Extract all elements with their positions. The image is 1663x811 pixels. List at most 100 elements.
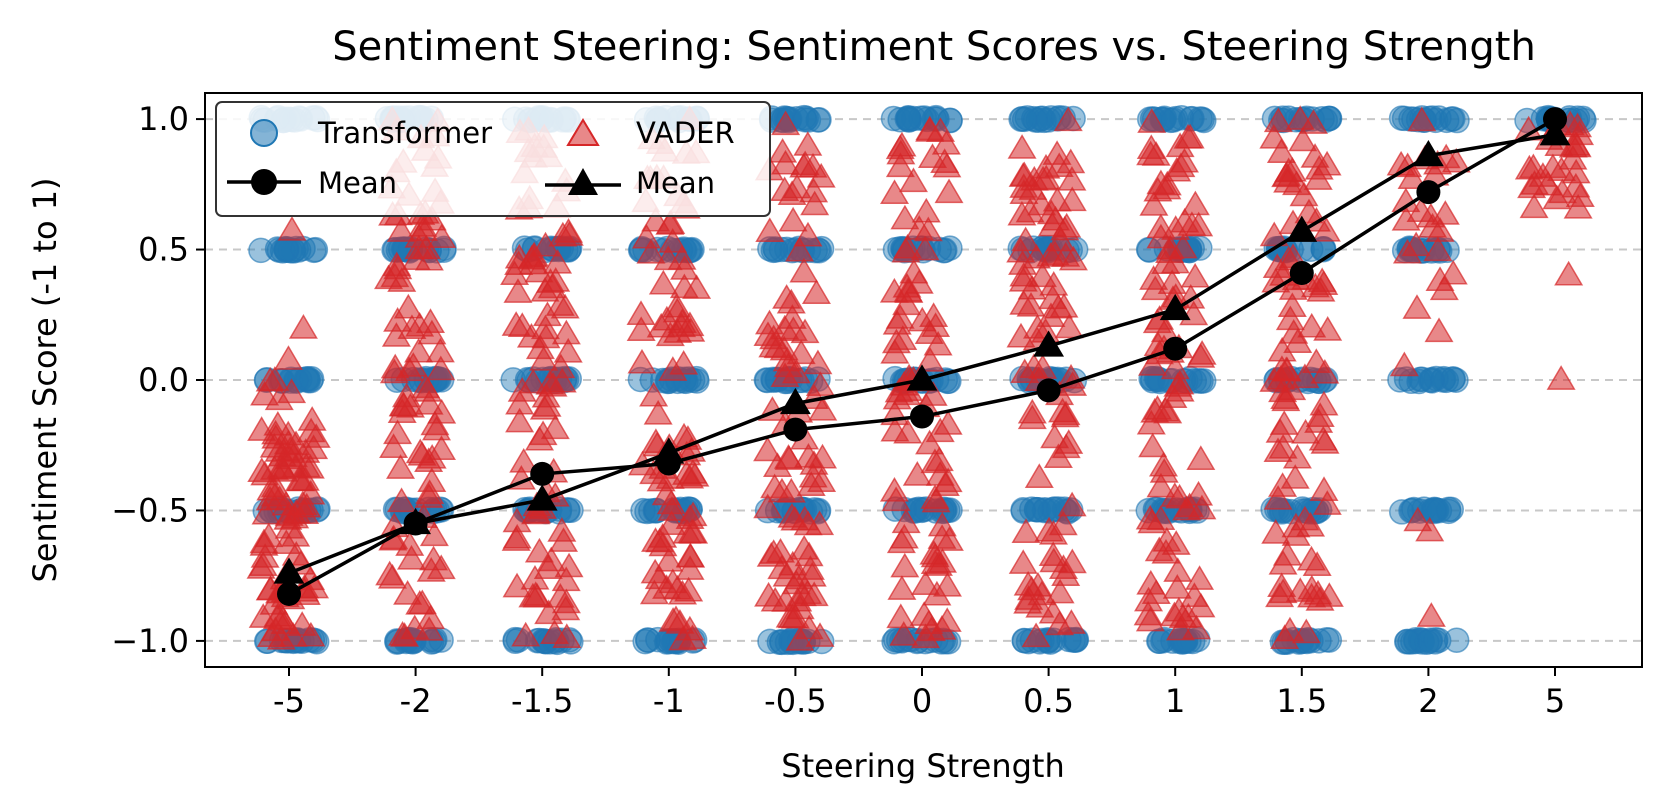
transformer-point bbox=[895, 105, 921, 131]
vader-point bbox=[1430, 200, 1460, 225]
vader-point bbox=[902, 460, 932, 486]
vader-point bbox=[656, 209, 686, 235]
mean-lines bbox=[273, 107, 1571, 606]
vader-point bbox=[765, 537, 795, 563]
vader-point bbox=[805, 622, 835, 647]
vader-point bbox=[784, 564, 814, 590]
vader-point bbox=[1040, 240, 1070, 266]
vader-point bbox=[1133, 600, 1163, 626]
vader-point bbox=[921, 312, 951, 337]
transformer-point bbox=[1160, 107, 1187, 133]
vader-point bbox=[1162, 574, 1192, 599]
vader-point bbox=[924, 446, 954, 472]
x-axis-ticks: -5 -2 -1.5 -1 -0.5 0 0.5 1 1.5 2 5 bbox=[273, 667, 1565, 720]
vader-point bbox=[535, 369, 565, 395]
vader-point bbox=[1139, 191, 1169, 216]
vader-point bbox=[677, 518, 707, 544]
vader-point bbox=[794, 541, 824, 567]
vader-point bbox=[511, 621, 541, 647]
vader-point bbox=[1263, 107, 1293, 133]
vader-point bbox=[291, 438, 321, 463]
vader-point bbox=[1152, 174, 1182, 200]
vader-point bbox=[1017, 274, 1047, 300]
vader-point bbox=[675, 555, 705, 580]
vader-point bbox=[922, 580, 952, 606]
vader-point bbox=[1389, 351, 1419, 377]
vader-point bbox=[648, 269, 678, 295]
vader-point bbox=[405, 589, 435, 615]
vader-point bbox=[415, 479, 445, 504]
vader-point bbox=[1139, 265, 1169, 290]
vader-point bbox=[277, 216, 307, 241]
vader-point bbox=[1403, 506, 1433, 532]
vader-point bbox=[407, 440, 437, 466]
x-tick-label: 5 bbox=[1545, 682, 1565, 720]
vader-point bbox=[1288, 126, 1318, 152]
legend-vader-label: VADER bbox=[636, 116, 735, 150]
legend-box bbox=[215, 101, 771, 217]
vader-point bbox=[505, 407, 535, 433]
vader-point bbox=[934, 178, 964, 204]
vader-point bbox=[387, 487, 417, 513]
legend-vader-marker bbox=[566, 118, 600, 146]
vader-point bbox=[1186, 445, 1216, 470]
vader-point bbox=[408, 212, 438, 237]
transformer-point bbox=[1189, 106, 1215, 133]
vader-point bbox=[1137, 108, 1167, 133]
vader-point bbox=[540, 619, 570, 645]
vader-point bbox=[507, 312, 537, 338]
vader-point bbox=[550, 293, 580, 319]
vader-point bbox=[771, 110, 801, 136]
vader-point bbox=[1017, 575, 1047, 601]
vader-point bbox=[554, 552, 584, 578]
vader-point bbox=[1306, 276, 1336, 302]
vader-point bbox=[1310, 358, 1340, 384]
transformer-point bbox=[1010, 497, 1036, 523]
vader-point bbox=[274, 501, 304, 526]
vader-point bbox=[246, 553, 276, 579]
vader-point bbox=[425, 337, 455, 363]
vader-point bbox=[292, 492, 322, 518]
vader-point bbox=[1152, 526, 1182, 552]
vader-point bbox=[778, 550, 808, 576]
vader-point bbox=[909, 601, 939, 626]
vader-point bbox=[920, 484, 950, 509]
mean-transformer-point bbox=[910, 404, 934, 429]
legend-transformer-label: Transformer bbox=[317, 116, 492, 150]
vader-point bbox=[911, 570, 941, 596]
vader-point bbox=[1057, 165, 1087, 191]
vader-point bbox=[414, 389, 444, 415]
vader-point bbox=[893, 418, 923, 444]
transformer-point bbox=[1191, 107, 1217, 134]
vader-point bbox=[1280, 464, 1310, 489]
x-tick-label: -1.5 bbox=[511, 682, 573, 720]
vader-point bbox=[889, 523, 919, 549]
vader-point bbox=[1175, 123, 1205, 149]
vader-point bbox=[663, 318, 693, 343]
vader-point bbox=[911, 197, 941, 223]
vader-point bbox=[1045, 578, 1075, 604]
x-tick-label: 0 bbox=[912, 682, 932, 720]
vader-point bbox=[1271, 356, 1301, 382]
vader-point bbox=[639, 381, 669, 407]
vader-point bbox=[911, 623, 941, 649]
vader-point bbox=[1021, 622, 1051, 648]
vader-point bbox=[1180, 190, 1210, 216]
vader-point bbox=[890, 204, 920, 230]
vader-point bbox=[805, 371, 835, 396]
vader-point bbox=[1162, 156, 1192, 182]
vader-point bbox=[530, 314, 560, 340]
vader-point bbox=[790, 318, 820, 344]
vader-point bbox=[925, 417, 955, 443]
vader-point bbox=[899, 258, 929, 284]
vader-point bbox=[1289, 181, 1319, 207]
vader-point bbox=[641, 428, 671, 453]
vader-point bbox=[800, 190, 830, 216]
vader-point bbox=[1054, 313, 1084, 339]
vader-point bbox=[657, 496, 687, 521]
vader-point bbox=[393, 293, 423, 319]
vader-point bbox=[518, 368, 548, 394]
vader-point bbox=[1053, 106, 1083, 132]
transformer-point bbox=[880, 105, 907, 132]
vader-point bbox=[918, 381, 948, 406]
